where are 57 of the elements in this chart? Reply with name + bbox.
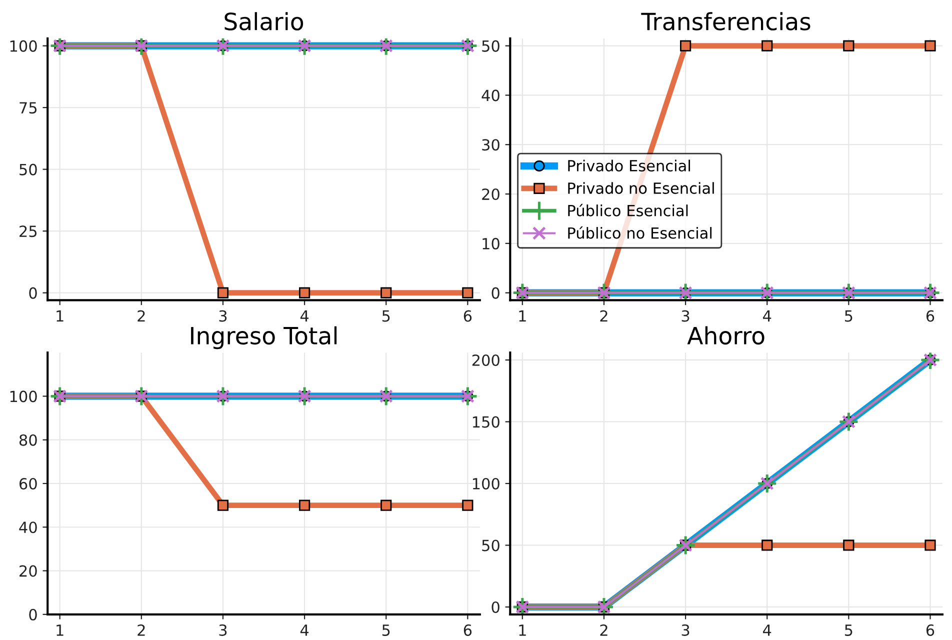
y-tick-label: 0 [29, 608, 37, 620]
x-tick-label: 2 [138, 624, 145, 636]
x-tick-label: 1 [519, 624, 526, 636]
y-tick-label: 50 [482, 40, 500, 52]
chart-title: Ingreso Total [191, 326, 337, 350]
y-tick-label: 150 [472, 416, 500, 428]
x-tick-label: 3 [219, 624, 227, 636]
y-tick-label: 40 [482, 90, 500, 102]
x-tick-label: 2 [600, 624, 608, 636]
x-tick-label: 2 [600, 310, 608, 322]
y-tick-label: 0 [492, 601, 500, 614]
x-tick-label: 5 [382, 310, 390, 322]
y-tick-label: 30 [482, 139, 500, 151]
x-tick-label: 3 [682, 624, 690, 636]
point [843, 540, 854, 551]
x-tick-label: 6 [926, 310, 934, 322]
y-tick-label: 100 [472, 478, 500, 490]
y-tick-label: 25 [20, 226, 37, 238]
x-tick-label: 1 [56, 310, 64, 322]
legend-label: Privado no Esencial [568, 182, 714, 194]
y-tick-label: 0 [29, 287, 37, 299]
x-tick-label: 4 [762, 310, 772, 322]
y-tick-label: 50 [482, 540, 500, 552]
x-tick-label: 1 [56, 624, 64, 636]
y-tick-label: 100 [10, 40, 37, 52]
x-tick-label: 6 [926, 624, 934, 636]
chart-title: Ahorro [687, 326, 764, 345]
y-tick-label: 80 [19, 434, 37, 446]
y-tick-label: 75 [20, 102, 37, 114]
x-tick-label: 5 [844, 310, 852, 322]
y-tick-label: 20 [482, 188, 500, 200]
y-tick-label: 40 [19, 522, 37, 534]
point [924, 540, 936, 551]
x-tick-label: 6 [464, 310, 472, 322]
chart-title: Salario [224, 12, 304, 30]
y-tick-label: 100 [10, 390, 37, 402]
x-tick-label: 4 [762, 624, 772, 636]
y-tick-label: 50 [20, 164, 37, 176]
x-tick-label: 3 [682, 310, 690, 322]
x-tick-label: 1 [519, 310, 526, 322]
x-tick-label: 4 [300, 310, 309, 322]
x-tick-label: 6 [464, 624, 472, 636]
x-tick-label: 4 [300, 624, 309, 636]
x-tick-label: 5 [382, 624, 390, 636]
x-tick-label: 3 [219, 310, 227, 322]
x-tick-label: 5 [844, 624, 852, 636]
y-tick-label: 0 [492, 287, 500, 299]
legend-label: Privado Esencial [568, 160, 690, 172]
y-tick-label: 10 [482, 238, 500, 250]
point [762, 540, 773, 551]
chart-title: Transferencias [641, 12, 810, 30]
y-tick-label: 60 [20, 478, 37, 490]
x-tick-label: 2 [138, 310, 145, 322]
y-tick-label: 200 [472, 354, 500, 366]
legend-label: Público Esencial [568, 204, 688, 216]
y-tick-label: 20 [20, 565, 37, 577]
legend-label: Público no Esencial [568, 226, 712, 239]
